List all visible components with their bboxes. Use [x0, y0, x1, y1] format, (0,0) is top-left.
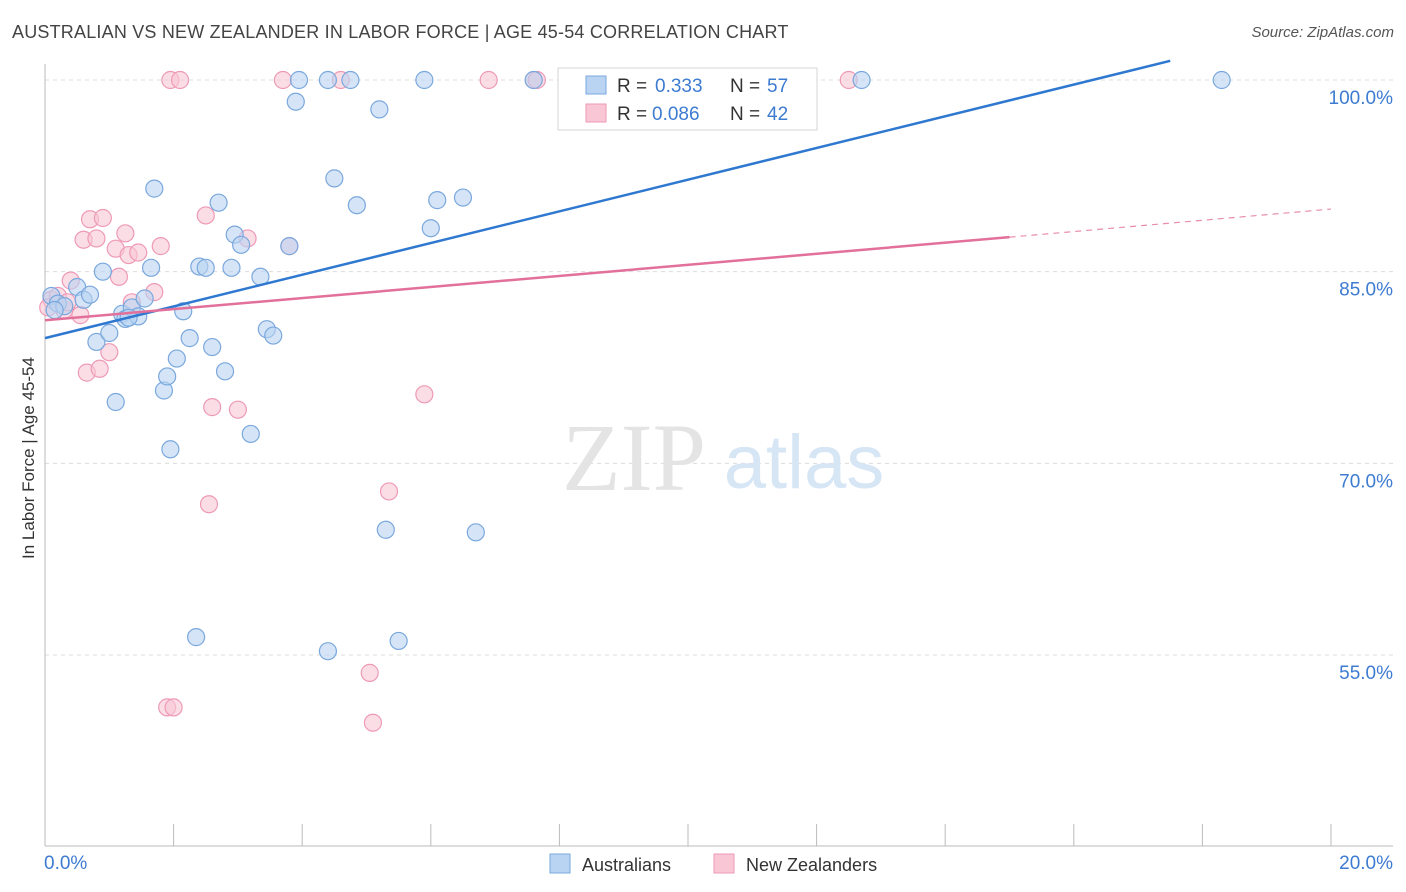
new-zealander-point	[197, 207, 214, 224]
australian-point	[371, 101, 388, 118]
australian-point	[319, 72, 336, 89]
watermark-atlas: atlas	[724, 420, 885, 505]
legend-r-label-australians: R =	[617, 76, 647, 97]
new-zealander-point	[204, 399, 221, 416]
new-zealander-point	[229, 401, 246, 418]
watermark-zip: ZIP	[562, 404, 706, 511]
series-australians-points	[43, 72, 1230, 660]
x-tick-label: 20.0%	[1339, 853, 1393, 874]
australian-point	[467, 524, 484, 541]
axes	[45, 64, 1393, 846]
bottom-legend-swatch-australians	[550, 854, 570, 873]
new-zealander-point	[94, 210, 111, 227]
australian-point	[454, 189, 471, 206]
australian-point	[281, 238, 298, 255]
australian-point	[265, 327, 282, 344]
australian-point	[162, 441, 179, 458]
new-zealander-point	[381, 483, 398, 500]
x-tick-label: 0.0%	[44, 853, 87, 874]
australian-point	[422, 220, 439, 237]
legend-n-label-australians: N =	[730, 76, 760, 97]
new-zealander-point	[416, 386, 433, 403]
tick-labels: 100.0% 85.0% 70.0% 55.0% 0.0% 20.0%	[44, 88, 1393, 874]
australian-point	[181, 330, 198, 347]
new-zealander-point	[364, 714, 381, 731]
legend-swatch-new-zealanders	[586, 104, 606, 122]
trend-line-new-zealanders	[45, 237, 1010, 320]
y-tick-label: 55.0%	[1339, 663, 1393, 684]
australian-point	[136, 290, 153, 307]
series-legend: Australians New Zealanders	[550, 854, 877, 875]
new-zealander-point	[480, 72, 497, 89]
new-zealander-point	[200, 496, 217, 513]
legend-swatch-australians	[586, 76, 606, 94]
new-zealander-point	[91, 360, 108, 377]
legend-r-label-new-zealanders: R =	[617, 104, 647, 125]
australian-point	[326, 170, 343, 187]
australian-point	[242, 425, 259, 442]
australian-point	[525, 72, 542, 89]
legend-n-value-australians: 57	[767, 76, 788, 97]
australian-point	[287, 93, 304, 110]
new-zealander-point	[361, 664, 378, 681]
australian-point	[46, 302, 63, 319]
legend-n-label-new-zealanders: N =	[730, 104, 760, 125]
y-axis-label: In Labor Force | Age 45-54	[19, 357, 38, 559]
australian-point	[377, 521, 394, 538]
new-zealander-point	[152, 238, 169, 255]
australian-point	[233, 236, 250, 253]
australian-point	[168, 350, 185, 367]
bottom-legend-label-new-zealanders: New Zealanders	[746, 855, 877, 875]
australian-point	[107, 394, 124, 411]
australian-point	[416, 72, 433, 89]
legend-r-value-australians: 0.333	[655, 76, 703, 97]
bottom-legend-swatch-new-zealanders	[714, 854, 734, 873]
australian-point	[143, 259, 160, 276]
correlation-legend: R = 0.333 N = 57 R = 0.086 N = 42	[558, 68, 817, 130]
series-new-zealanders-points	[40, 72, 858, 732]
new-zealander-point	[110, 268, 127, 285]
australian-point	[319, 643, 336, 660]
australian-point	[101, 325, 118, 342]
australian-point	[197, 259, 214, 276]
y-tick-label: 70.0%	[1339, 471, 1393, 492]
australian-point	[146, 180, 163, 197]
legend-r-value-new-zealanders: 0.086	[652, 104, 700, 125]
bottom-legend-label-australians: Australians	[582, 855, 671, 875]
y-tick-label: 100.0%	[1329, 88, 1394, 109]
scatter-chart: ZIP atlas 100.0% 85.0% 70.0% 55.0% 0.0% 20.0%…	[0, 0, 1406, 892]
new-zealander-point	[72, 307, 89, 324]
legend-n-value-new-zealanders: 42	[767, 104, 788, 125]
new-zealander-point	[165, 699, 182, 716]
gridlines	[45, 80, 1393, 655]
new-zealander-point	[274, 72, 291, 89]
australian-point	[348, 197, 365, 214]
australian-point	[1213, 72, 1230, 89]
australian-point	[159, 368, 176, 385]
australian-point	[82, 286, 99, 303]
australian-point	[188, 629, 205, 646]
australian-point	[217, 363, 234, 380]
australian-point	[290, 72, 307, 89]
australian-point	[390, 632, 407, 649]
australian-point	[429, 192, 446, 209]
new-zealander-point	[88, 230, 105, 247]
new-zealander-point	[172, 72, 189, 89]
trend-line-extension-new-zealanders	[1010, 209, 1332, 237]
new-zealander-point	[117, 225, 134, 242]
new-zealander-point	[130, 244, 147, 261]
y-tick-label: 85.0%	[1339, 280, 1393, 301]
australian-point	[853, 72, 870, 89]
australian-point	[210, 194, 227, 211]
australian-point	[204, 339, 221, 356]
australian-point	[223, 259, 240, 276]
australian-point	[342, 72, 359, 89]
australian-point	[94, 263, 111, 280]
